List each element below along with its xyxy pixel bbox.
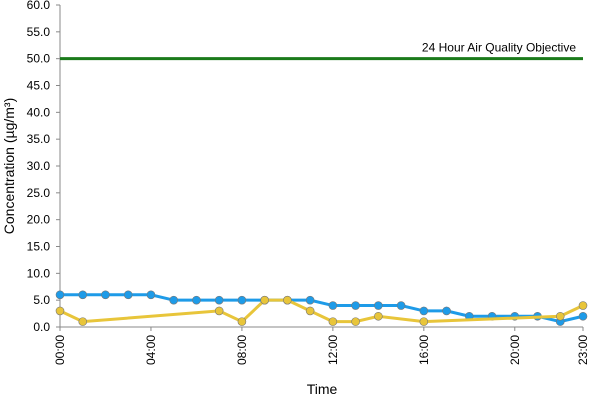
y-tick-label: 60.0 — [27, 0, 51, 12]
reference-label: 24 Hour Air Quality Objective — [422, 41, 576, 55]
y-tick-label: 5.0 — [33, 293, 50, 307]
x-tick-label: 12:00 — [326, 335, 340, 365]
data-point — [328, 317, 338, 326]
data-point — [146, 290, 156, 300]
data-point — [78, 290, 88, 300]
y-tick-label: 25.0 — [27, 186, 51, 200]
y-tick-label: 15.0 — [27, 240, 51, 254]
y-tick-label: 0.0 — [33, 320, 50, 334]
data-point — [78, 317, 88, 326]
x-tick-label: 00:00 — [53, 335, 67, 365]
data-point — [419, 317, 429, 326]
data-point — [396, 301, 406, 310]
data-point — [305, 306, 315, 316]
data-point — [328, 301, 338, 310]
data-point — [55, 306, 65, 316]
data-point — [123, 290, 133, 300]
y-tick-label: 10.0 — [27, 266, 51, 280]
data-point — [578, 301, 588, 310]
y-tick-label: 45.0 — [27, 79, 51, 93]
x-tick-label: 16:00 — [417, 335, 431, 365]
y-tick-label: 35.0 — [27, 132, 51, 146]
x-tick-label: 20:00 — [508, 335, 522, 365]
data-point — [237, 295, 247, 305]
data-point — [237, 317, 247, 326]
x-tick-label: 23:00 — [576, 335, 590, 365]
x-tick-label: 04:00 — [144, 335, 158, 365]
data-point — [419, 306, 429, 316]
data-point — [192, 295, 201, 305]
data-point — [101, 290, 110, 300]
data-point — [214, 295, 224, 305]
data-point — [351, 301, 360, 310]
y-tick-label: 40.0 — [27, 105, 51, 119]
data-point — [351, 317, 360, 326]
y-tick-label: 50.0 — [27, 52, 51, 66]
y-tick-label: 30.0 — [27, 159, 51, 173]
data-point — [374, 301, 383, 310]
x-tick-label: 08:00 — [235, 335, 249, 365]
data-point — [214, 306, 224, 316]
data-point — [260, 295, 269, 305]
x-axis-title: Time — [307, 381, 338, 397]
data-point — [555, 311, 565, 321]
data-point — [442, 306, 451, 316]
data-point — [55, 290, 65, 300]
data-point — [374, 311, 383, 321]
data-point — [305, 295, 315, 305]
data-point — [283, 295, 292, 305]
data-point — [578, 311, 588, 321]
y-tick-label: 20.0 — [27, 213, 51, 227]
y-tick-label: 55.0 — [27, 25, 51, 39]
data-point — [169, 295, 178, 305]
y-axis-title: Concentration (µg/m³) — [1, 98, 17, 234]
